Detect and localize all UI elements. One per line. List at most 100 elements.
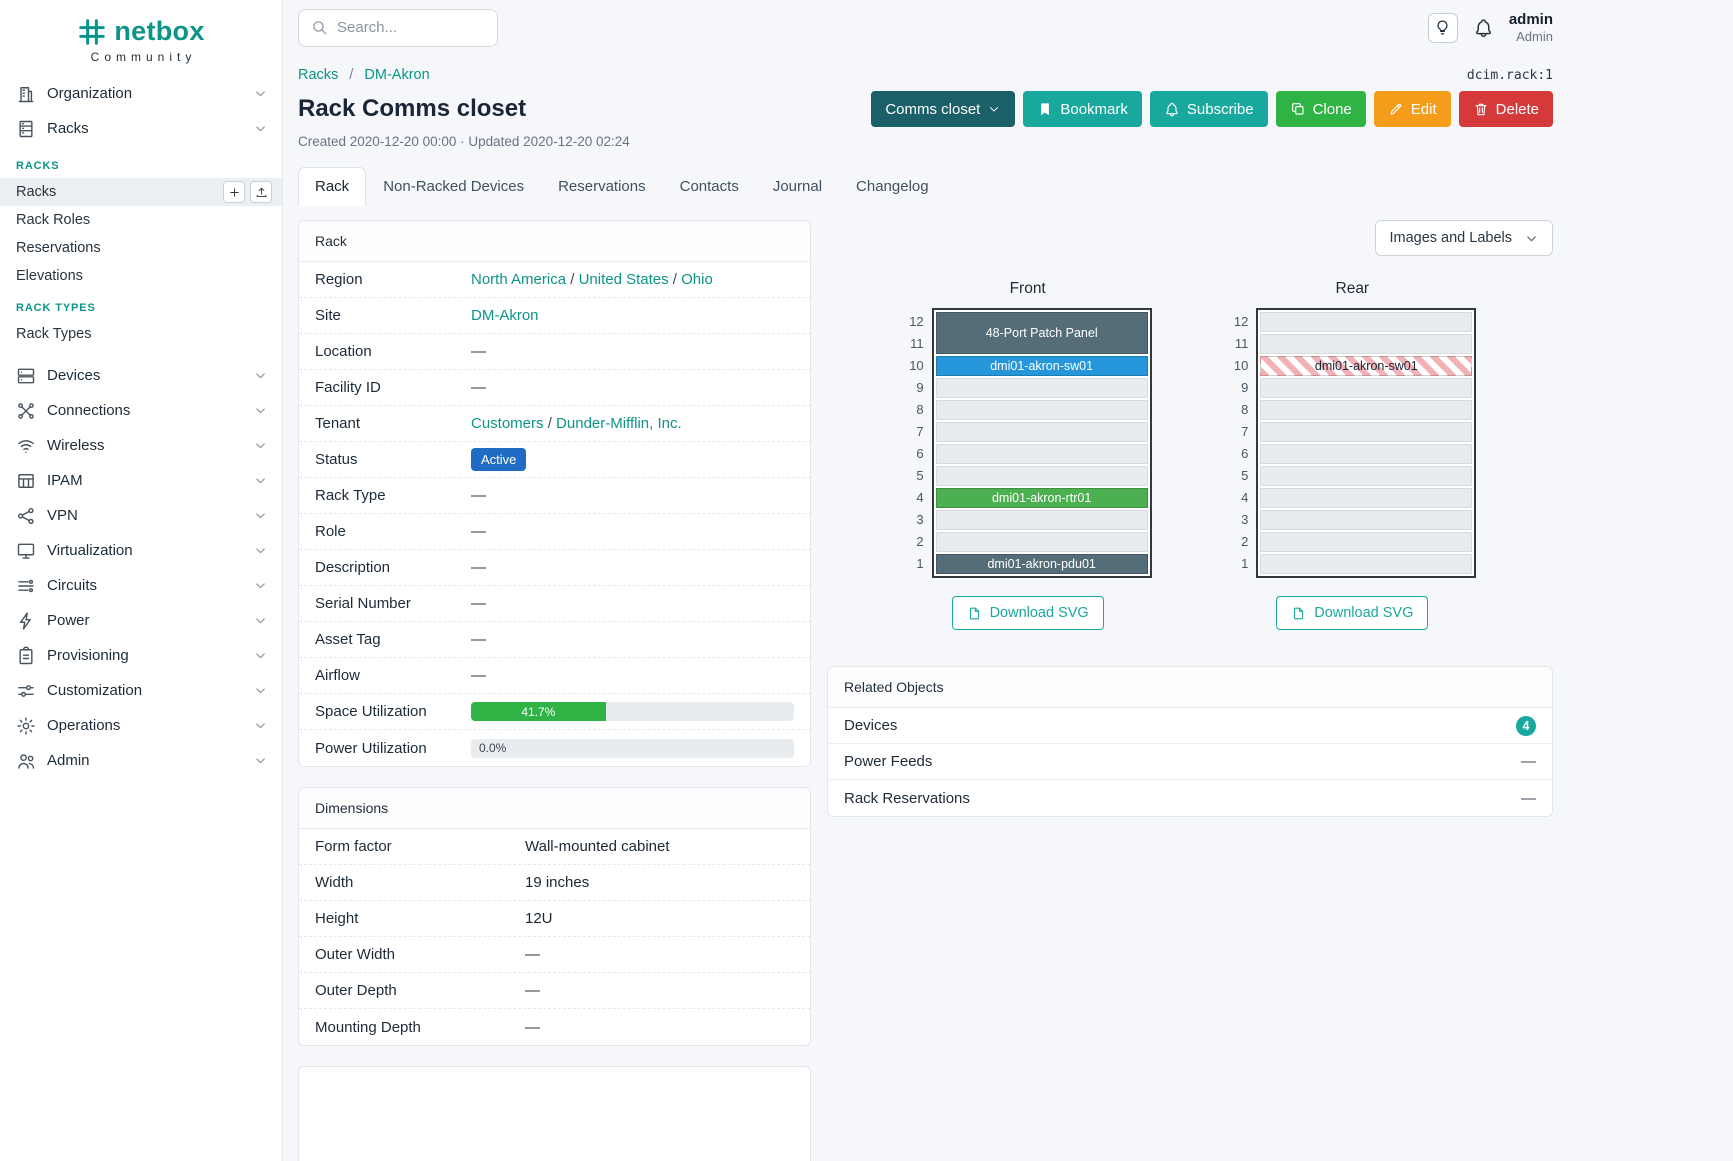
link-united-states[interactable]: United States (578, 271, 669, 288)
search-input[interactable] (337, 19, 485, 36)
rack-unit-slot[interactable] (1260, 554, 1473, 574)
sidebar-link-elevations[interactable]: Elevations (16, 268, 83, 284)
rack-unit-slot[interactable] (1260, 400, 1473, 420)
sidebar-item-ipam[interactable]: IPAM (0, 463, 282, 498)
sidebar-item-devices[interactable]: Devices (0, 358, 282, 393)
rack-device-dmi01-akron-sw01[interactable]: dmi01-akron-sw01 (1260, 356, 1473, 376)
search-box[interactable] (298, 8, 498, 47)
rack-unit-slot[interactable] (935, 422, 1148, 442)
sidebar-item-wireless[interactable]: Wireless (0, 428, 282, 463)
sidebar-item-vpn[interactable]: VPN (0, 498, 282, 533)
link-dunder-mifflin-inc[interactable]: Dunder-Mifflin, Inc. (556, 415, 682, 432)
rack-unit-slot[interactable] (935, 400, 1148, 420)
pencil-icon (1388, 101, 1404, 117)
clone-button[interactable]: Clone (1275, 91, 1366, 127)
tab-reservations[interactable]: Reservations (558, 178, 646, 195)
unit-number: 11 (1234, 336, 1249, 351)
sidebar-item-power[interactable]: Power (0, 603, 282, 638)
sidebar-subnav: RACKS Racks Rack Roles Reservations Elevatio… (0, 146, 282, 358)
sidebar-item-connections[interactable]: Connections (0, 393, 282, 428)
rack-unit-slot[interactable] (935, 444, 1148, 464)
file-icon (967, 606, 982, 621)
tab-journal[interactable]: Journal (772, 178, 823, 195)
rack-unit-slot[interactable] (1260, 378, 1473, 398)
rack-unit-slot[interactable] (935, 510, 1148, 530)
wireless-icon (16, 436, 36, 456)
operations-icon (16, 716, 36, 736)
sidebar-item-racks[interactable]: Racks (0, 111, 282, 146)
rack-unit-slot[interactable] (1260, 532, 1473, 552)
tab-contacts[interactable]: Contacts (679, 178, 739, 195)
unit-number: 6 (916, 446, 924, 461)
sidebar-link-rack-roles[interactable]: Rack Roles (16, 212, 91, 228)
ipam-icon (16, 471, 36, 491)
rack-frame-rear: dmi01-akron-sw01 (1256, 308, 1477, 578)
edit-button[interactable]: Edit (1373, 91, 1451, 127)
netbox-logo-icon (77, 17, 107, 47)
dimensions-card-title: Dimensions (299, 788, 810, 829)
rack-unit-slot[interactable] (935, 466, 1148, 486)
sidebar-item-virtualization[interactable]: Virtualization (0, 533, 282, 568)
attr-row-status: Status Active (299, 442, 810, 478)
user-menu[interactable]: admin Admin (1509, 11, 1553, 45)
brand-name: netbox (114, 16, 205, 46)
attr-row-asset-tag: Asset Tag — (299, 622, 810, 658)
notifications-button[interactable] (1473, 17, 1494, 38)
theme-toggle-button[interactable] (1427, 12, 1458, 43)
rack-unit-slot[interactable] (1260, 466, 1473, 486)
tab-rack[interactable]: Rack (298, 167, 367, 206)
tab-changelog[interactable]: Changelog (856, 178, 929, 195)
sidebar-item-admin[interactable]: Admin (0, 743, 282, 778)
subscribe-button[interactable]: Subscribe (1149, 91, 1268, 127)
unit-number: 2 (916, 534, 924, 549)
link-ohio[interactable]: Ohio (681, 271, 713, 288)
rack-device-dmi01-akron-rtr01[interactable]: dmi01-akron-rtr01 (935, 488, 1148, 508)
rack-device-dmi01-akron-pdu01[interactable]: dmi01-akron-pdu01 (935, 554, 1148, 574)
devices-count-badge[interactable]: 4 (1516, 715, 1536, 736)
sidebar-link-reservations[interactable]: Reservations (16, 240, 101, 256)
sidebar-link-rack-types[interactable]: Rack Types (16, 326, 92, 342)
rack-unit-slot[interactable] (1260, 444, 1473, 464)
sidebar-item-provisioning[interactable]: Provisioning (0, 638, 282, 673)
brand[interactable]: netbox Community (0, 0, 282, 76)
breadcrumb-racks-link[interactable]: Racks (298, 67, 339, 83)
sidebar-item-organization[interactable]: Organization (0, 76, 282, 111)
download-svg-button-rear[interactable]: Download SVG (1276, 596, 1429, 630)
delete-button[interactable]: Delete (1458, 91, 1553, 127)
link-customers[interactable]: Customers (471, 415, 544, 432)
breadcrumb-site-link[interactable]: DM-Akron (364, 67, 430, 83)
right-column: Images and Labels Front 12 11 10 9 8 7 6 5 4 3 2 1 … (827, 220, 1553, 817)
rack-device-dmi01-akron-sw01[interactable]: dmi01-akron-sw01 (935, 356, 1148, 376)
rack-elevations: Front 12 11 10 9 8 7 6 5 4 3 2 1 48-Port Patch Pane… (827, 280, 1553, 630)
add-rack-button[interactable] (223, 181, 245, 203)
sidebar-item-circuits[interactable]: Circuits (0, 568, 282, 603)
rack-unit-slot[interactable] (1260, 422, 1473, 442)
bell-icon (1473, 17, 1494, 38)
sidebar-link-racks[interactable]: Racks (0, 178, 282, 206)
rack-unit-slot[interactable] (1260, 334, 1473, 354)
import-racks-button[interactable] (250, 181, 272, 203)
unit-number: 12 (1233, 314, 1249, 329)
rack-unit-slot[interactable] (935, 378, 1148, 398)
rack-unit-slot[interactable] (1260, 488, 1473, 508)
rack-device-48-port-patch-panel[interactable]: 48-Port Patch Panel (935, 312, 1148, 354)
unit-number: 1 (916, 556, 924, 571)
user-role: Admin (1516, 28, 1553, 44)
link-dm-akron[interactable]: DM-Akron (471, 307, 539, 324)
link-north-america[interactable]: North America (471, 271, 567, 288)
related-row-devices: Devices 4 (828, 708, 1552, 744)
chevron-down-icon (253, 683, 268, 698)
attr-row-site: Site DM-Akron (299, 298, 810, 334)
rack-unit-slot[interactable] (1260, 510, 1473, 530)
elevation-rear: Rear 12 11 10 9 8 7 6 5 4 3 2 1 dmi01-akron-sw01 Do… (1228, 280, 1477, 630)
sidebar-item-customization[interactable]: Customization (0, 673, 282, 708)
images-and-labels-select[interactable]: Images and Labels (1375, 220, 1553, 256)
sidebar-item-operations[interactable]: Operations (0, 708, 282, 743)
rack-name-dropdown-button[interactable]: Comms closet (871, 91, 1016, 127)
rack-unit-slot[interactable] (1260, 312, 1473, 332)
bookmark-button[interactable]: Bookmark (1023, 91, 1142, 127)
unit-number: 3 (1241, 512, 1249, 527)
tab-non-racked-devices[interactable]: Non-Racked Devices (383, 178, 525, 195)
download-svg-button-front[interactable]: Download SVG (951, 596, 1104, 630)
rack-unit-slot[interactable] (935, 532, 1148, 552)
